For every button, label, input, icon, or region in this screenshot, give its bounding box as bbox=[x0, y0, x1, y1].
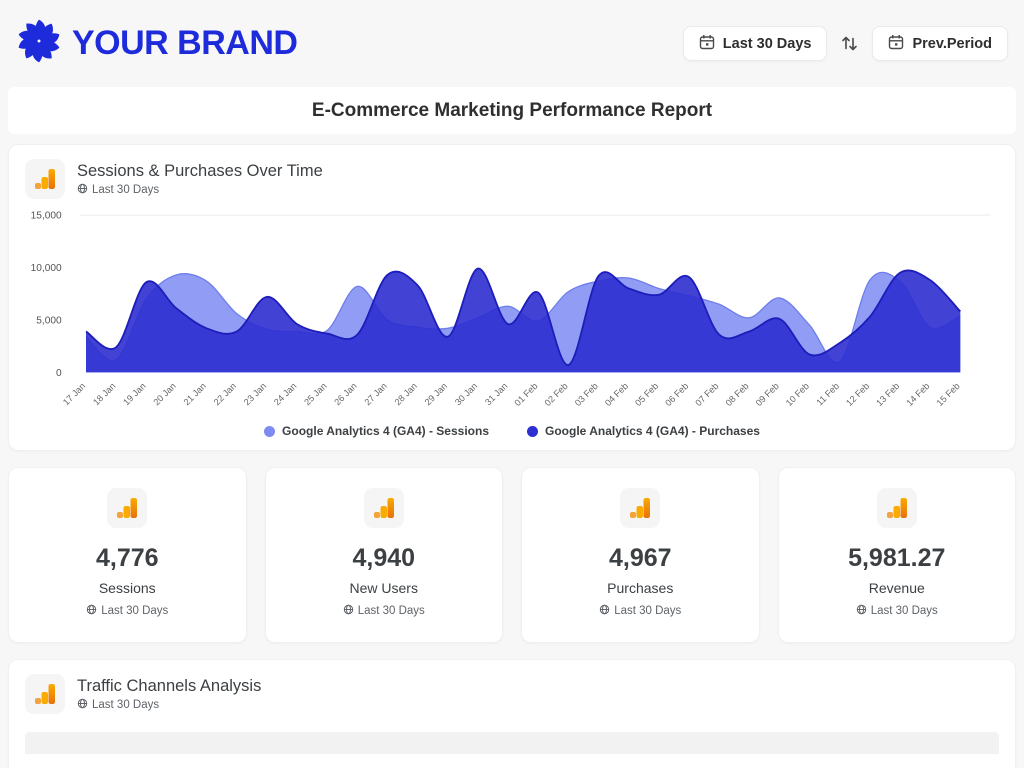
traffic-card-title: Traffic Channels Analysis bbox=[77, 676, 262, 695]
svg-text:06 Feb: 06 Feb bbox=[663, 381, 690, 408]
google-analytics-icon bbox=[620, 488, 661, 529]
svg-text:17 Jan: 17 Jan bbox=[61, 381, 87, 407]
series-area-purchases bbox=[85, 268, 961, 373]
svg-text:25 Jan: 25 Jan bbox=[302, 381, 328, 407]
svg-text:15,000: 15,000 bbox=[31, 211, 62, 222]
page-title: E-Commerce Marketing Performance Report bbox=[311, 99, 713, 121]
date-range-label: Last 30 Days bbox=[722, 35, 812, 52]
kpi-card-sessions: 4,776 Sessions Last 30 Days bbox=[8, 467, 247, 644]
sessions-purchases-area-chart: 0 5,000 10,000 15,000 17 Jan 18 Jan 19 Jan 20 J… bbox=[31, 211, 991, 408]
svg-text:14 Feb: 14 Feb bbox=[904, 381, 931, 408]
svg-text:29 Jan: 29 Jan bbox=[423, 381, 449, 407]
globe-icon bbox=[77, 698, 88, 712]
svg-text:28 Jan: 28 Jan bbox=[393, 381, 419, 407]
svg-text:0: 0 bbox=[56, 368, 62, 379]
header-controls: Last 30 Days Prev.Period bbox=[682, 26, 1008, 61]
google-analytics-icon bbox=[363, 488, 404, 529]
kpi-row: 4,776 Sessions Last 30 Days 4,940 New Us… bbox=[8, 467, 1016, 644]
svg-text:21 Jan: 21 Jan bbox=[182, 381, 208, 407]
brand-name: YOUR BRAND bbox=[72, 24, 298, 62]
svg-text:27 Jan: 27 Jan bbox=[362, 381, 388, 407]
previous-period-button[interactable]: Prev.Period bbox=[872, 26, 1008, 61]
svg-text:24 Jan: 24 Jan bbox=[272, 381, 298, 407]
chart-period: Last 30 Days bbox=[77, 183, 323, 197]
svg-text:18 Jan: 18 Jan bbox=[91, 381, 117, 407]
svg-text:05 Feb: 05 Feb bbox=[633, 381, 660, 408]
globe-icon bbox=[599, 604, 610, 618]
globe-icon bbox=[86, 604, 97, 618]
globe-icon bbox=[343, 604, 354, 618]
kpi-value: 5,981.27 bbox=[848, 544, 946, 573]
google-analytics-icon bbox=[107, 488, 148, 529]
google-analytics-icon bbox=[876, 488, 917, 529]
kpi-period: Last 30 Days bbox=[599, 604, 681, 618]
date-range-button[interactable]: Last 30 Days bbox=[682, 26, 828, 61]
svg-text:02 Feb: 02 Feb bbox=[543, 381, 570, 408]
kpi-period: Last 30 Days bbox=[856, 604, 938, 618]
kpi-label: Purchases bbox=[607, 580, 674, 597]
calendar-icon bbox=[888, 33, 904, 54]
svg-text:22 Jan: 22 Jan bbox=[212, 381, 238, 407]
app-header: YOUR BRAND Last 30 Days Prev.Period bbox=[0, 0, 1024, 83]
sessions-purchases-card: Sessions & Purchases Over Time Last 30 D… bbox=[8, 144, 1016, 452]
kpi-label: Sessions bbox=[98, 580, 156, 597]
kpi-value: 4,776 bbox=[95, 544, 159, 573]
globe-icon bbox=[77, 183, 88, 197]
google-analytics-icon bbox=[25, 159, 65, 199]
kpi-label: Revenue bbox=[868, 580, 925, 597]
svg-text:13 Feb: 13 Feb bbox=[874, 381, 901, 408]
kpi-card-new-users: 4,940 New Users Last 30 Days bbox=[264, 467, 503, 644]
legend-item-purchases[interactable]: Google Analytics 4 (GA4) - Purchases bbox=[527, 424, 760, 438]
traffic-channels-card: Traffic Channels Analysis Last 30 Days bbox=[8, 659, 1016, 768]
svg-text:09 Feb: 09 Feb bbox=[754, 381, 781, 408]
report-title-bar: E-Commerce Marketing Performance Report bbox=[8, 87, 1016, 134]
svg-text:19 Jan: 19 Jan bbox=[121, 381, 147, 407]
kpi-value: 4,967 bbox=[608, 544, 672, 573]
kpi-card-revenue: 5,981.27 Revenue Last 30 Days bbox=[777, 467, 1016, 644]
compare-sort-arrows-icon[interactable] bbox=[839, 33, 860, 54]
svg-text:10,000: 10,000 bbox=[31, 263, 62, 274]
kpi-value: 4,940 bbox=[352, 544, 416, 573]
kpi-label: New Users bbox=[349, 580, 418, 597]
svg-text:23 Jan: 23 Jan bbox=[242, 381, 268, 407]
google-analytics-icon bbox=[25, 674, 65, 715]
svg-text:04 Feb: 04 Feb bbox=[603, 381, 630, 408]
kpi-period: Last 30 Days bbox=[343, 604, 425, 618]
purchases-legend-dot bbox=[527, 425, 538, 437]
sessions-legend-dot bbox=[264, 425, 276, 437]
globe-icon bbox=[856, 604, 867, 618]
kpi-period: Last 30 Days bbox=[86, 604, 168, 618]
traffic-card-header: Traffic Channels Analysis Last 30 Days bbox=[9, 660, 1015, 718]
svg-text:31 Jan: 31 Jan bbox=[483, 381, 509, 407]
pinwheel-logo-icon bbox=[16, 18, 62, 69]
svg-text:26 Jan: 26 Jan bbox=[332, 381, 358, 407]
svg-text:20 Jan: 20 Jan bbox=[151, 381, 177, 407]
chart-card-header: Sessions & Purchases Over Time Last 30 D… bbox=[9, 145, 1015, 203]
chart-title: Sessions & Purchases Over Time bbox=[77, 161, 323, 180]
svg-text:07 Feb: 07 Feb bbox=[693, 381, 720, 408]
svg-text:01 Feb: 01 Feb bbox=[513, 381, 540, 408]
svg-text:12 Feb: 12 Feb bbox=[844, 381, 871, 408]
kpi-card-purchases: 4,967 Purchases Last 30 Days bbox=[521, 467, 760, 644]
traffic-card-period: Last 30 Days bbox=[77, 698, 261, 712]
calendar-icon bbox=[699, 33, 715, 54]
svg-text:11 Feb: 11 Feb bbox=[814, 381, 841, 408]
svg-text:15 Feb: 15 Feb bbox=[935, 381, 962, 408]
svg-text:08 Feb: 08 Feb bbox=[724, 381, 751, 408]
traffic-table-header-strip bbox=[25, 732, 999, 755]
legend-item-sessions[interactable]: Google Analytics 4 (GA4) - Sessions bbox=[264, 424, 489, 438]
previous-period-label: Prev.Period bbox=[912, 35, 992, 52]
svg-text:30 Jan: 30 Jan bbox=[453, 381, 479, 407]
svg-text:5,000: 5,000 bbox=[36, 315, 62, 326]
chart-legend: Google Analytics 4 (GA4) - Sessions Goog… bbox=[9, 422, 1015, 450]
svg-text:03 Feb: 03 Feb bbox=[573, 381, 600, 408]
svg-text:10 Feb: 10 Feb bbox=[784, 381, 811, 408]
brand-logo[interactable]: YOUR BRAND bbox=[16, 18, 298, 69]
